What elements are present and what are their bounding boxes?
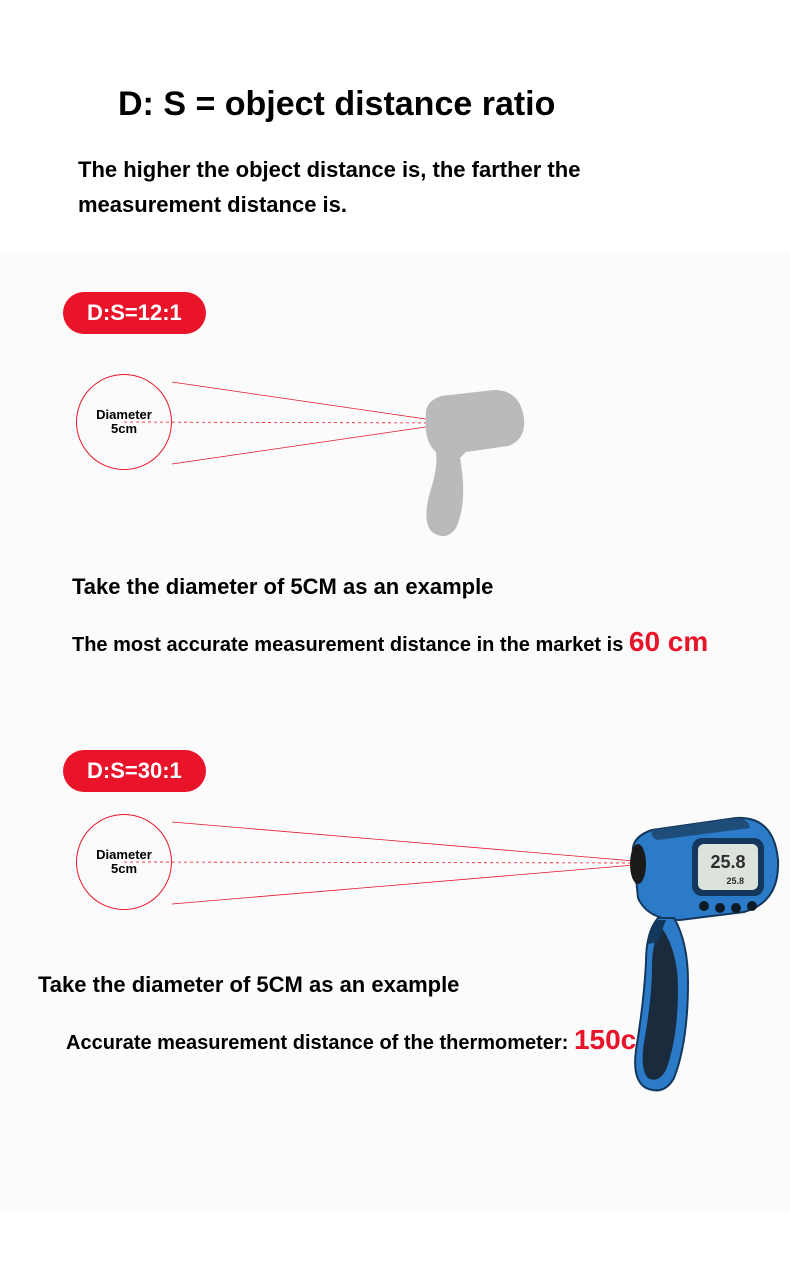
diameter-value: 5cm bbox=[111, 422, 137, 436]
desc-prefix: The most accurate measurement distance i… bbox=[72, 634, 629, 656]
target-circle: Diameter 5cm bbox=[76, 374, 172, 470]
desc-value: 60 cm bbox=[629, 626, 708, 657]
thermometer-silhouette-icon bbox=[416, 382, 536, 542]
lcd-sub-readout: 25.8 bbox=[726, 876, 744, 886]
header-section: D: S = object distance ratio The higher … bbox=[0, 0, 790, 252]
ratio-badge: D:S=12:1 bbox=[63, 292, 206, 334]
ratio-badge: D:S=30:1 bbox=[63, 750, 206, 792]
example-caption: Take the diameter of 5CM as an example bbox=[58, 574, 750, 600]
diameter-value: 5cm bbox=[111, 862, 137, 876]
beam-diagram-a: Diameter 5cm bbox=[58, 354, 750, 574]
panel-ratio-30-1: D:S=30:1 Diameter 5cm 25.8 bbox=[0, 732, 790, 1212]
lcd-main-readout: 25.8 bbox=[710, 852, 745, 872]
thermometer-product-icon: 25.8 25.8 bbox=[618, 802, 788, 1102]
page-subtitle: The higher the object distance is, the f… bbox=[78, 152, 712, 222]
beam-diagram-b: Diameter 5cm 25.8 25.8 bbox=[58, 812, 750, 972]
target-circle: Diameter 5cm bbox=[76, 814, 172, 910]
desc-prefix: Accurate measurement distance of the the… bbox=[66, 1032, 574, 1054]
page-title: D: S = object distance ratio bbox=[78, 85, 712, 124]
panel-ratio-12-1: D:S=12:1 Diameter 5cm Take the diameter … bbox=[0, 252, 790, 732]
diameter-label: Diameter bbox=[96, 848, 152, 862]
example-description: The most accurate measurement distance i… bbox=[58, 614, 750, 670]
diameter-label: Diameter bbox=[96, 408, 152, 422]
